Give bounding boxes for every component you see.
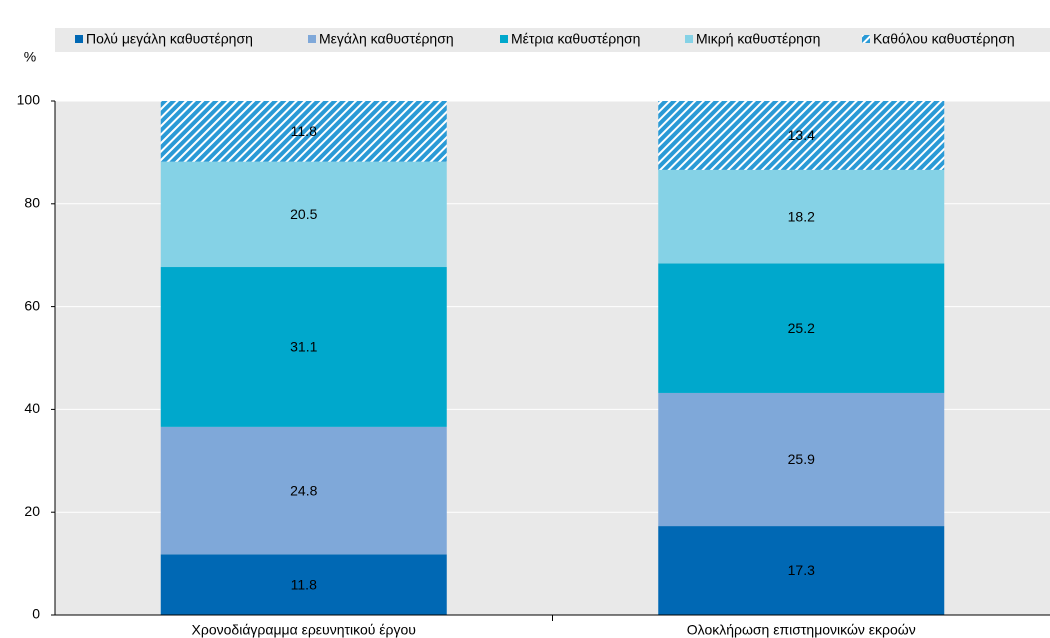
bar-segment (658, 263, 945, 393)
legend-marker (75, 35, 83, 43)
legend-label: Καθόλου καθυστέρηση (873, 31, 1015, 47)
bar-segment (160, 161, 447, 268)
bar-segment (658, 101, 945, 170)
data-label: 17.3 (788, 562, 815, 578)
data-label: 11.8 (291, 123, 317, 139)
legend-label: Μικρή καθυστέρηση (696, 31, 820, 47)
data-label: 25.9 (788, 451, 815, 467)
data-label: 24.8 (290, 482, 317, 498)
legend-label: Μεγάλη καθυστέρηση (319, 31, 454, 47)
legend-label: Πολύ μεγάλη καθυστέρηση (86, 31, 253, 47)
data-label: 25.2 (788, 320, 815, 336)
y-tick-label: 0 (32, 606, 40, 622)
bar-segment (160, 267, 447, 427)
legend-marker (685, 35, 693, 43)
data-label: 31.1 (290, 339, 317, 355)
x-tick-label: Χρονοδιάγραμμα ερευνητικού έργου (192, 622, 416, 638)
data-label: 18.2 (788, 208, 815, 224)
data-label: 13.4 (788, 127, 815, 143)
bar-segment (160, 101, 447, 162)
y-tick-label: 100 (17, 92, 41, 108)
legend-marker (500, 35, 508, 43)
x-tick-label: Ολοκλήρωση επιστημονικών εκροών (687, 622, 916, 638)
bar-segment (658, 169, 945, 264)
bar-segment (160, 426, 447, 555)
data-label: 11.8 (291, 576, 317, 592)
bar-segment (658, 526, 945, 615)
y-tick-label: 40 (24, 400, 40, 416)
y-axis-label: % (24, 49, 36, 65)
legend-marker (862, 35, 870, 43)
legend-label: Μέτρια καθυστέρηση (511, 31, 640, 47)
legend-background (55, 28, 1050, 52)
y-tick-label: 80 (24, 195, 40, 211)
y-tick-label: 60 (24, 297, 40, 313)
bar-segment (160, 554, 447, 615)
legend-marker (308, 35, 316, 43)
data-label: 20.5 (290, 206, 317, 222)
y-tick-label: 20 (24, 503, 40, 519)
bar-segment (658, 392, 945, 527)
